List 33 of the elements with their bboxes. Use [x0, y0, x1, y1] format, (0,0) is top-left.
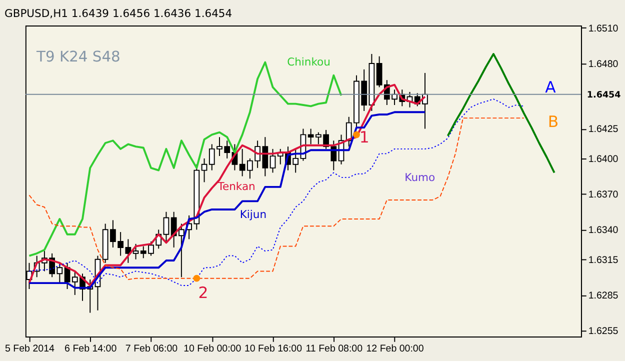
- x-tick-label: 5 Feb 2014: [5, 344, 55, 355]
- x-tick-label: 6 Feb 14:00: [64, 344, 118, 355]
- y-tick-label: 1.6255: [588, 326, 619, 337]
- candlestick: [201, 158, 208, 183]
- candlestick: [376, 56, 382, 88]
- y-tick-label: 1.6400: [588, 154, 619, 165]
- ref-line-label: 1.6454: [586, 90, 621, 100]
- candlestick: [163, 211, 170, 242]
- annotation: Kumo: [404, 170, 436, 184]
- annotation: T9 K24 S48: [36, 48, 120, 66]
- chart-title: GBPUSD,H1 1.6439 1.6456 1.6436 1.6454: [4, 7, 232, 20]
- annotation: 1: [359, 127, 370, 146]
- y-tick-label: 1.6510: [588, 23, 619, 34]
- annotation: A: [545, 78, 556, 97]
- y-tick-label: 1.6340: [588, 225, 619, 236]
- y-tick-label: 1.6480: [588, 58, 619, 70]
- annotation: Tenkan: [216, 180, 256, 194]
- candlestick: [132, 243, 139, 260]
- x-tick-label: 12 Feb 00:00: [366, 344, 424, 355]
- annotation: Chinkou: [287, 56, 330, 69]
- line-series: [446, 52, 556, 174]
- x-tick-label: 7 Feb 06:00: [125, 344, 178, 355]
- annotation: 2: [198, 282, 208, 302]
- annotation: B: [548, 112, 559, 131]
- y-tick-label: 1.6315: [588, 254, 619, 266]
- x-tick-label: 11 Feb 08:00: [306, 344, 364, 355]
- y-tick-label: 1.6370: [588, 189, 619, 200]
- y-tick-label: 1.6425: [588, 124, 619, 136]
- x-tick-label: 10 Feb 00:00: [184, 344, 242, 355]
- x-tick-label: 10 Feb 16:00: [244, 344, 303, 355]
- candlestick: [270, 148, 276, 174]
- annotation: Kijun: [240, 208, 267, 222]
- y-tick-label: 1.6285: [588, 290, 619, 302]
